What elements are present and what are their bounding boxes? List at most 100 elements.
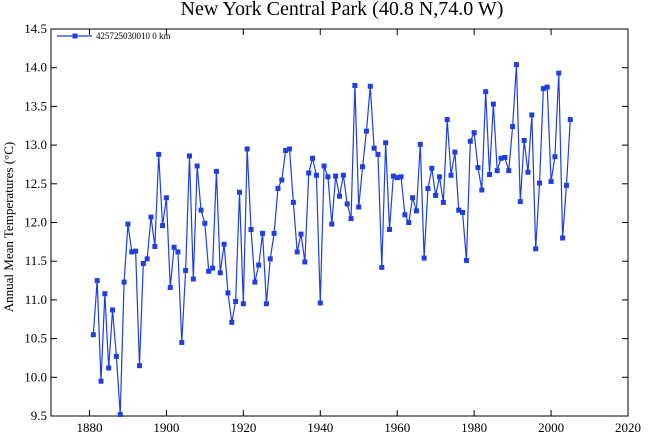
data-point xyxy=(183,267,189,273)
data-point xyxy=(190,276,196,282)
data-point xyxy=(306,170,312,176)
data-point xyxy=(136,363,142,369)
data-point xyxy=(294,249,300,255)
data-point xyxy=(171,244,177,250)
data-point xyxy=(186,153,192,159)
data-point xyxy=(510,124,516,130)
data-point xyxy=(236,189,242,195)
legend-label: 425725030010 0 km xyxy=(96,31,171,41)
data-point xyxy=(133,248,139,254)
data-point xyxy=(556,70,562,76)
x-tick-label: 1900 xyxy=(153,420,179,435)
data-point xyxy=(229,319,235,325)
data-point xyxy=(487,172,493,178)
data-point xyxy=(256,262,262,268)
data-point xyxy=(387,226,393,232)
chart-title: New York Central Park (40.8 N,74.0 W) xyxy=(181,0,504,20)
data-point xyxy=(437,174,443,180)
data-point xyxy=(479,187,485,193)
data-point xyxy=(425,185,431,191)
data-point xyxy=(452,149,458,155)
data-point xyxy=(444,117,450,123)
data-point xyxy=(475,165,481,171)
series-layer xyxy=(90,62,573,417)
data-point xyxy=(156,151,162,157)
data-point xyxy=(290,199,296,205)
data-point xyxy=(125,221,131,227)
data-point xyxy=(517,199,523,205)
data-point xyxy=(302,259,308,265)
data-point xyxy=(206,268,212,274)
data-point xyxy=(198,207,204,213)
data-point xyxy=(217,270,223,276)
data-point xyxy=(213,168,219,174)
data-point xyxy=(398,174,404,180)
data-point xyxy=(502,154,508,160)
data-point xyxy=(225,290,231,296)
x-tick-label: 1980 xyxy=(461,420,487,435)
legend: 425725030010 0 km xyxy=(57,31,171,41)
data-point xyxy=(467,138,473,144)
data-point xyxy=(244,146,250,152)
data-point xyxy=(233,298,239,304)
x-tick-label: 1960 xyxy=(384,420,410,435)
y-tick-label: 14.0 xyxy=(24,60,47,75)
data-point xyxy=(321,163,327,169)
data-point xyxy=(440,199,446,205)
data-point xyxy=(402,212,408,218)
data-point xyxy=(352,83,358,88)
data-point xyxy=(367,83,373,89)
data-point xyxy=(348,216,354,222)
x-tick-label: 1940 xyxy=(307,420,333,435)
data-point xyxy=(410,195,416,201)
data-point xyxy=(329,221,335,227)
data-point xyxy=(129,249,135,255)
y-tick-label: 11.5 xyxy=(25,253,47,268)
data-point xyxy=(429,165,435,171)
data-point xyxy=(325,174,331,180)
data-point xyxy=(248,226,254,232)
data-point xyxy=(267,256,273,262)
data-point xyxy=(240,301,246,307)
data-point xyxy=(521,137,527,143)
data-point xyxy=(344,201,350,207)
data-point xyxy=(525,169,531,175)
data-point xyxy=(483,89,489,95)
data-point xyxy=(98,378,104,384)
x-tick-label: 2000 xyxy=(538,420,564,435)
data-point xyxy=(90,332,96,338)
data-point xyxy=(175,249,181,255)
data-point xyxy=(110,307,116,313)
data-point xyxy=(537,180,543,186)
data-point xyxy=(263,301,269,307)
data-point xyxy=(210,265,216,271)
series-line xyxy=(92,64,571,415)
data-point xyxy=(167,285,173,291)
data-point xyxy=(433,192,439,198)
data-point xyxy=(360,164,366,170)
data-point xyxy=(117,411,123,417)
data-point xyxy=(494,168,500,174)
data-point xyxy=(102,291,108,297)
data-point xyxy=(140,261,146,267)
data-point xyxy=(113,353,119,359)
data-point xyxy=(313,172,319,178)
data-point xyxy=(317,300,323,306)
y-tick-label: 13.5 xyxy=(24,98,47,113)
y-tick-label: 9.5 xyxy=(31,408,47,423)
data-point xyxy=(310,155,316,161)
data-point xyxy=(279,177,285,183)
data-point xyxy=(337,193,342,199)
x-tick-label: 1880 xyxy=(76,420,102,435)
data-point xyxy=(375,151,381,157)
data-point xyxy=(252,279,258,285)
data-point xyxy=(383,140,389,146)
y-tick-label: 10.5 xyxy=(24,331,47,346)
data-point xyxy=(413,208,419,214)
data-point xyxy=(371,145,377,151)
x-tick-label: 2020 xyxy=(615,420,641,435)
data-point xyxy=(390,173,396,179)
data-point xyxy=(540,86,546,92)
data-point xyxy=(563,182,569,188)
